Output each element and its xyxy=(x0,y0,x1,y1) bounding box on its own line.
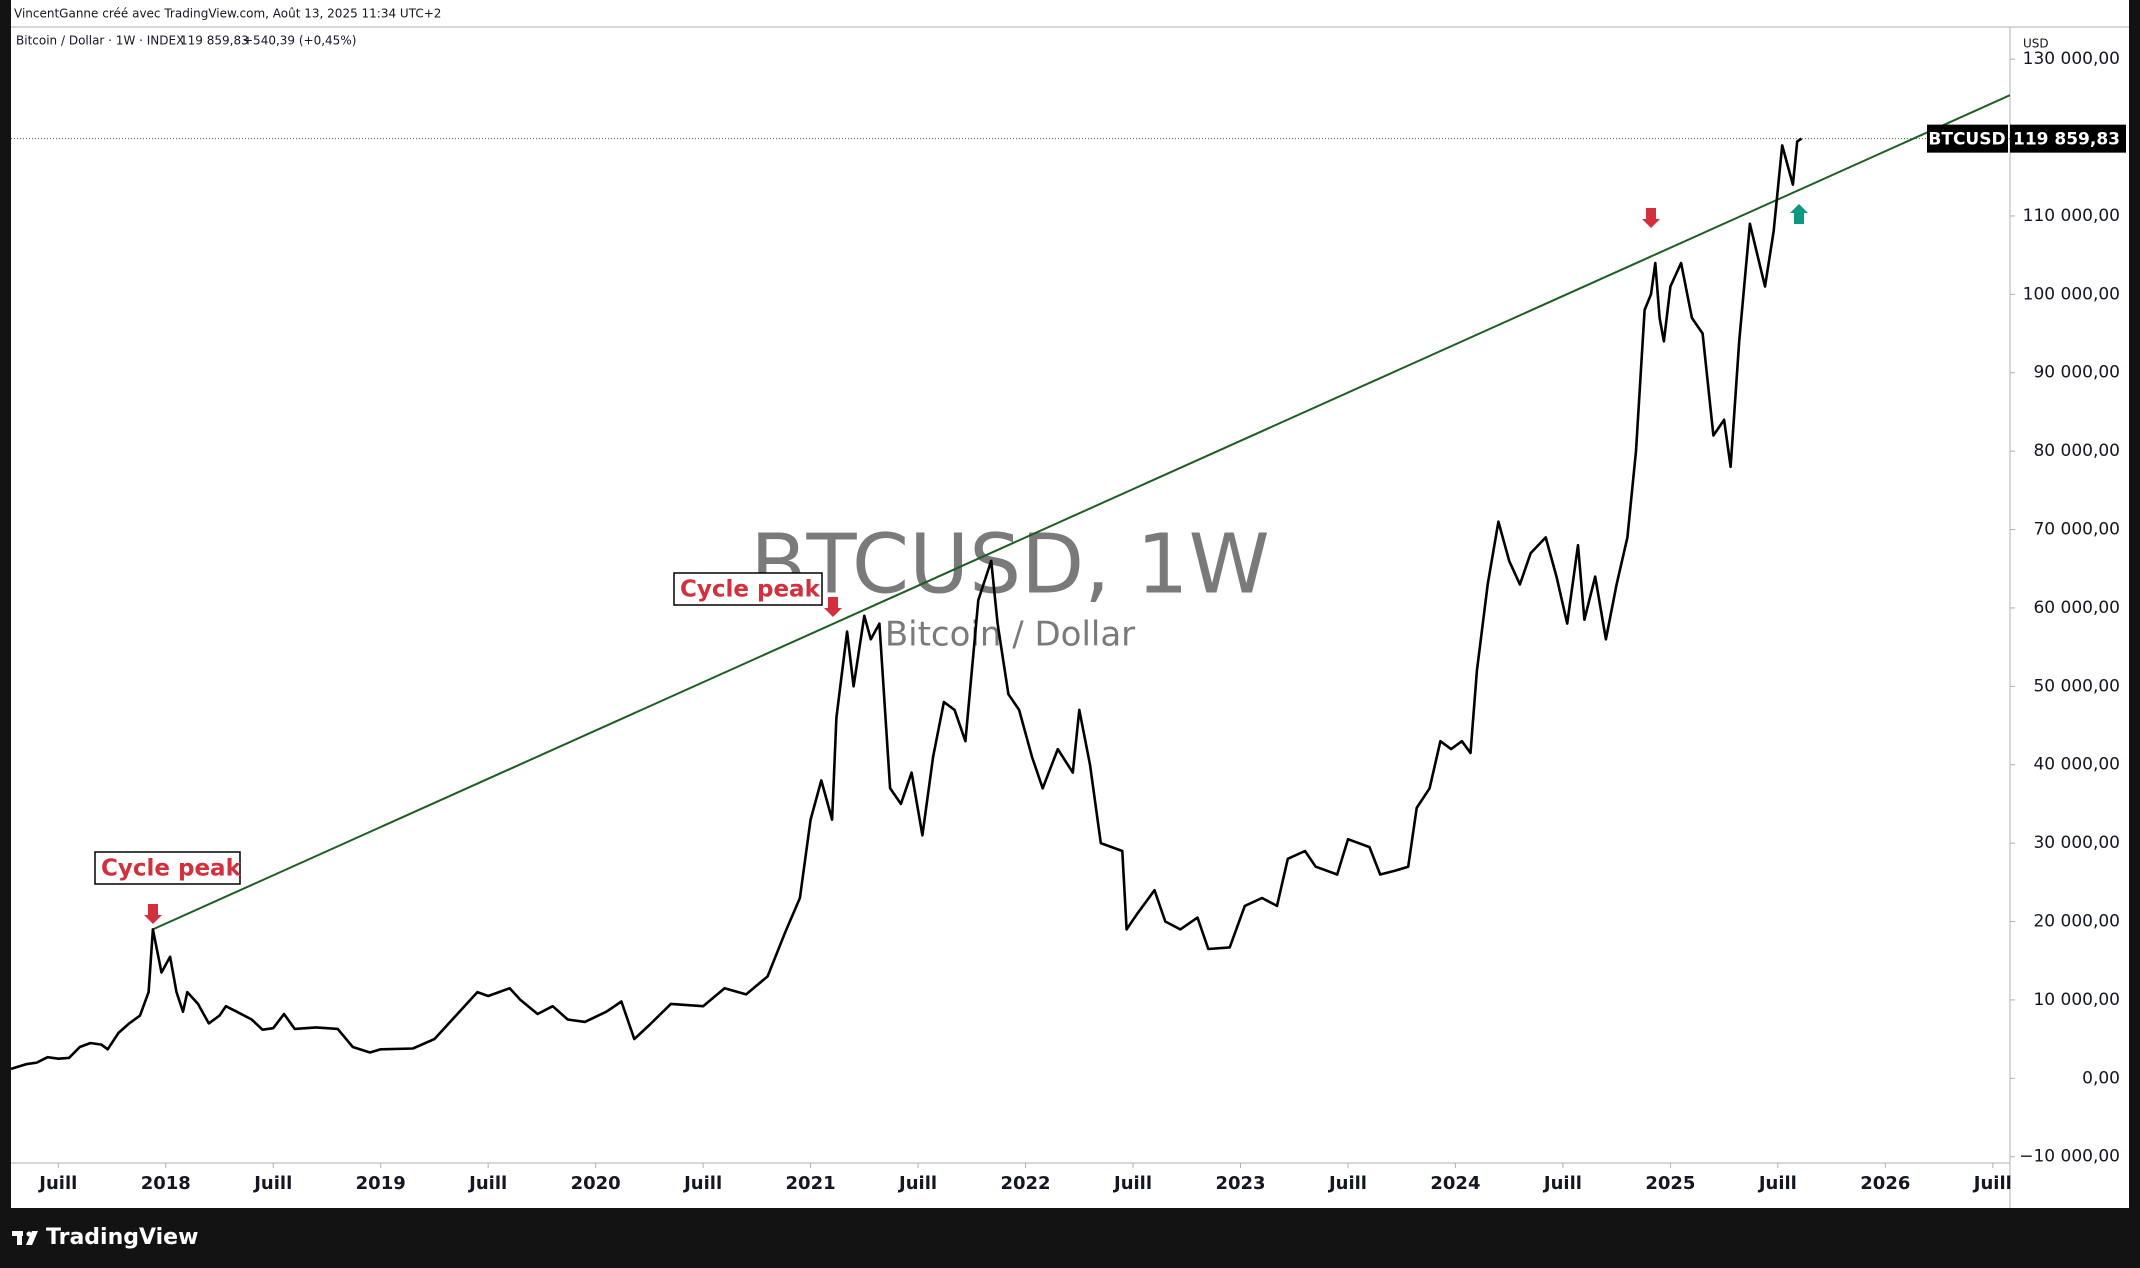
credit: VincentGanne créé avec TradingView.com, … xyxy=(14,7,441,21)
y-tick-label: 90 000,00 xyxy=(2033,363,2120,383)
y-tick-label: 0,00 xyxy=(2082,1068,2120,1088)
instrument: Bitcoin / Dollar · 1W · INDEX xyxy=(16,34,184,48)
annotation: Cycle peak xyxy=(101,856,242,882)
x-tick-label: Juill xyxy=(1757,1173,1797,1194)
trendline xyxy=(152,94,2010,931)
header-change: +540,39 (+0,45%) xyxy=(243,34,356,48)
x-tick-label: Juill xyxy=(1542,1173,1582,1194)
plot xyxy=(11,94,2010,1071)
x-tick-label: 2021 xyxy=(786,1173,836,1194)
x-tick-label: 2026 xyxy=(1860,1173,1910,1194)
y-tick-label: 20 000,00 xyxy=(2033,912,2120,932)
x-tick-label: Juill xyxy=(897,1173,937,1194)
x-tick-label: 2018 xyxy=(141,1173,191,1194)
y-tick-label: 70 000,00 xyxy=(2033,520,2120,540)
y-tick-label: 100 000,00 xyxy=(2023,284,2120,304)
y-tick-label: 50 000,00 xyxy=(2033,676,2120,696)
y-tick-label: 40 000,00 xyxy=(2033,755,2120,775)
symbol-label: BTCUSD xyxy=(1928,130,2005,150)
x-tick-label: Juill xyxy=(37,1173,77,1194)
y-tick-label: 130 000,00 xyxy=(2023,49,2120,69)
arrow xyxy=(824,597,842,617)
annotation-box xyxy=(673,572,823,606)
x-tick-label: Juill xyxy=(467,1173,507,1194)
price-label-bg xyxy=(2010,124,2126,153)
watermark-subtitle: Bitcoin / Dollar xyxy=(885,615,1135,655)
symbol-label-bg xyxy=(1927,124,2008,153)
annotation-box xyxy=(94,851,241,885)
x-tick-label: Juill xyxy=(682,1173,722,1194)
watermark: BTCUSD, 1W xyxy=(750,517,1269,612)
arrow xyxy=(1642,208,1660,228)
arrow xyxy=(1790,204,1808,224)
x-tick-label: 2025 xyxy=(1645,1173,1695,1194)
x-tick-label: 2020 xyxy=(571,1173,621,1194)
y-tick-label: −10 000,00 xyxy=(2019,1147,2120,1167)
brand-logo xyxy=(12,1231,38,1245)
x-tick-label: 2023 xyxy=(1215,1173,1265,1194)
price-line xyxy=(11,137,1803,1071)
x-tick-label: 2019 xyxy=(356,1173,406,1194)
y-tick-label: 30 000,00 xyxy=(2033,833,2120,853)
price-label: 119 859,83 xyxy=(2013,130,2120,150)
x-tick-label: 2024 xyxy=(1430,1173,1480,1194)
annotation: Cycle peak xyxy=(680,577,821,603)
y-tick-label: 110 000,00 xyxy=(2023,206,2120,226)
y-tick-label: 60 000,00 xyxy=(2033,598,2120,618)
axis-unit: USD xyxy=(2023,37,2049,51)
header-close: 119 859,83 xyxy=(180,34,249,48)
x-tick-label: Juill xyxy=(1112,1173,1152,1194)
y-tick-label: 10 000,00 xyxy=(2033,990,2120,1010)
brand: TradingView xyxy=(46,1225,198,1250)
x-tick-label: 2022 xyxy=(1000,1173,1050,1194)
y-tick-label: 80 000,00 xyxy=(2033,441,2120,461)
x-tick-label: Juill xyxy=(1972,1173,2012,1194)
arrow xyxy=(144,904,162,924)
x-tick-label: Juill xyxy=(252,1173,292,1194)
x-tick-label: Juill xyxy=(1327,1173,1367,1194)
